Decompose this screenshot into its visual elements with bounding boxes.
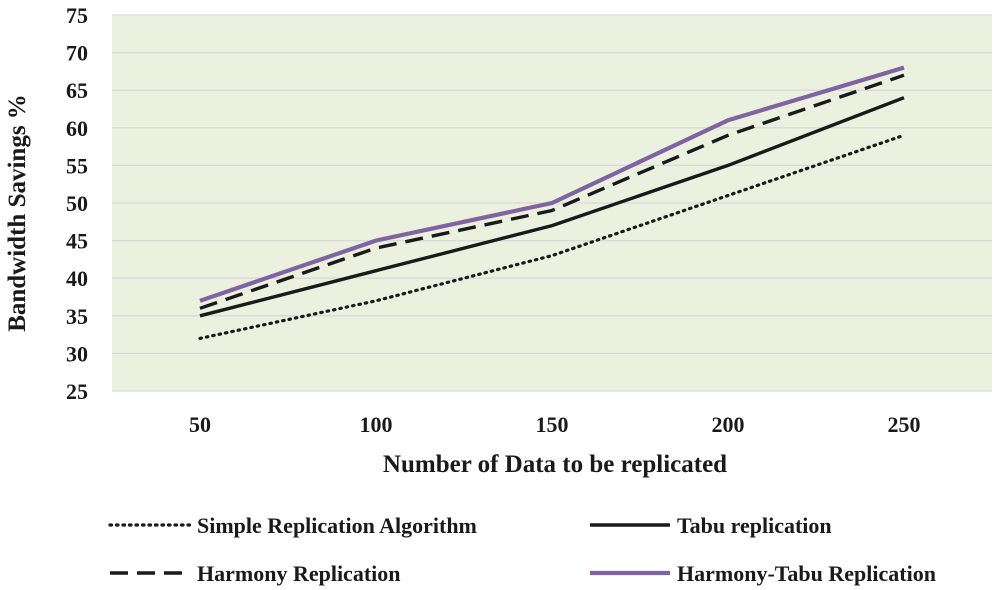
x-tick-label: 50 xyxy=(189,412,211,437)
y-tick-label: 25 xyxy=(66,379,88,404)
y-tick-label: 60 xyxy=(66,116,88,141)
x-tick-label: 200 xyxy=(712,412,745,437)
y-tick-label: 55 xyxy=(66,153,88,178)
y-tick-label: 75 xyxy=(66,3,88,28)
y-axis-ticks: 25 30 35 40 45 50 55 60 65 70 75 xyxy=(66,3,88,404)
series-lines xyxy=(198,65,906,340)
y-tick-label: 30 xyxy=(66,341,88,366)
y-tick-label: 70 xyxy=(66,41,88,66)
x-tick-label: 250 xyxy=(888,412,921,437)
x-axis-ticks: 50 100 150 200 250 xyxy=(189,412,921,437)
y-tick-label: 35 xyxy=(66,304,88,329)
series-line-harmony-replication xyxy=(199,73,905,310)
gridlines xyxy=(112,14,992,392)
legend-label: Simple Replication Algorithm xyxy=(197,513,477,538)
legend-label: Harmony Replication xyxy=(197,561,401,586)
series-line-tabu-replication xyxy=(199,96,905,318)
y-tick-label: 65 xyxy=(66,78,88,103)
series-line-simple-replication-algorithm xyxy=(198,133,906,340)
legend-label: Harmony-Tabu Replication xyxy=(677,561,936,586)
legend-label: Tabu replication xyxy=(677,513,832,538)
x-tick-label: 150 xyxy=(536,412,569,437)
y-tick-label: 50 xyxy=(66,191,88,216)
y-tick-label: 40 xyxy=(66,266,88,291)
y-axis-title: Bandwidth Savings % xyxy=(4,94,31,332)
y-tick-label: 45 xyxy=(66,229,88,254)
series-line-harmony-tabu-replication xyxy=(199,65,905,303)
legend: Simple Replication Algorithm Tabu replica… xyxy=(108,513,936,586)
x-axis-title: Number of Data to be replicated xyxy=(383,451,727,478)
x-tick-label: 100 xyxy=(360,412,393,437)
